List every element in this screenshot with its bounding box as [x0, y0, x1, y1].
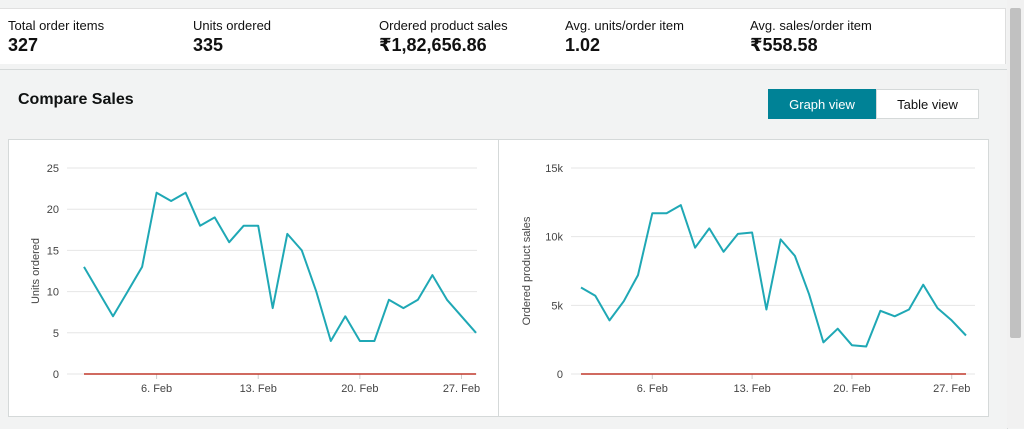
- metric-units-ordered: Units ordered 335: [193, 18, 271, 56]
- x-tick-label: 20. Feb: [833, 383, 870, 395]
- x-tick-label: 6. Feb: [637, 383, 668, 395]
- x-tick-label: 13. Feb: [240, 383, 277, 395]
- table-view-button[interactable]: Table view: [876, 89, 979, 119]
- y-tick-label: 10k: [545, 232, 563, 244]
- y-tick-label: 10: [47, 287, 59, 299]
- metric-value: 327: [8, 35, 39, 55]
- metric-ordered-product-sales: Ordered product sales ₹1,82,656.86: [379, 18, 508, 56]
- metric-value: 1.02: [565, 35, 601, 55]
- metrics-bar: Total order items 327 Units ordered 335 …: [0, 8, 1006, 64]
- ordered-product-sales-chart-svg: 0 5k 10k 15k 6. Feb 13. Feb 20. Feb 27. Feb Orde…: [521, 163, 975, 395]
- x-tick-label: 13. Feb: [733, 383, 770, 395]
- graph-view-button[interactable]: Graph view: [768, 89, 876, 119]
- y-axis-label: Units ordered: [30, 238, 42, 304]
- metric-value: 335: [193, 35, 224, 55]
- y-tick-label: 0: [53, 369, 59, 381]
- metric-value: ₹1,82,656.86: [379, 35, 487, 55]
- metric-value: ₹558.58: [750, 35, 818, 55]
- scrollbar-thumb[interactable]: [1010, 8, 1021, 338]
- y-tick-label: 20: [47, 204, 59, 216]
- y-tick-label: 0: [557, 369, 563, 381]
- ordered-product-sales-chart: 0 5k 10k 15k 6. Feb 13. Feb 20. Feb 27. Feb Orde…: [498, 139, 989, 417]
- x-tick-label: 27. Feb: [443, 383, 480, 395]
- series-line[interactable]: [580, 204, 967, 348]
- panel-title: Compare Sales: [18, 91, 134, 108]
- metric-label: Avg. sales/order item: [750, 18, 872, 33]
- y-tick-label: 25: [47, 163, 59, 175]
- series-line[interactable]: [83, 191, 477, 342]
- y-tick-label: 5k: [551, 300, 563, 312]
- units-ordered-chart-svg: 0 5 10 15 20 25 6. Feb 13. Feb 20. Feb 27. Feb Uni…: [30, 163, 480, 395]
- metric-label: Ordered product sales: [379, 18, 508, 33]
- metric-label: Total order items: [8, 18, 105, 33]
- y-tick-label: 15: [47, 245, 59, 257]
- x-tick-label: 20. Feb: [341, 383, 378, 395]
- compare-sales-panel: Compare Sales Graph view Table view 0 5 10…: [0, 69, 1008, 429]
- metric-total-order-items: Total order items 327: [8, 18, 104, 56]
- vertical-scrollbar[interactable]: [1007, 0, 1024, 428]
- units-ordered-chart: 0 5 10 15 20 25 6. Feb 13. Feb 20. Feb 27. Feb Uni…: [8, 139, 499, 417]
- metric-label: Units ordered: [193, 18, 272, 33]
- metric-avg-units-per-order-item: Avg. units/order item 1.02: [565, 18, 684, 56]
- metric-avg-sales-per-order-item: Avg. sales/order item ₹558.58: [750, 18, 872, 56]
- x-tick-label: 27. Feb: [933, 383, 970, 395]
- metric-label: Avg. units/order item: [565, 18, 684, 33]
- y-axis-label: Ordered product sales: [521, 216, 533, 325]
- y-tick-label: 5: [53, 328, 59, 340]
- y-tick-label: 15k: [545, 163, 563, 175]
- x-tick-label: 6. Feb: [141, 383, 172, 395]
